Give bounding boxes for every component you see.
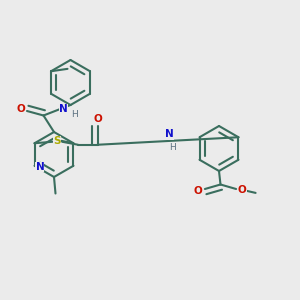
Text: N: N xyxy=(59,104,68,114)
Text: N: N xyxy=(165,129,174,140)
Text: O: O xyxy=(16,104,25,114)
Text: S: S xyxy=(53,136,61,146)
Text: N: N xyxy=(35,162,44,172)
Text: H: H xyxy=(169,142,176,152)
Text: O: O xyxy=(238,185,247,195)
Text: O: O xyxy=(93,114,102,124)
Text: H: H xyxy=(72,110,78,118)
Text: O: O xyxy=(194,185,203,196)
